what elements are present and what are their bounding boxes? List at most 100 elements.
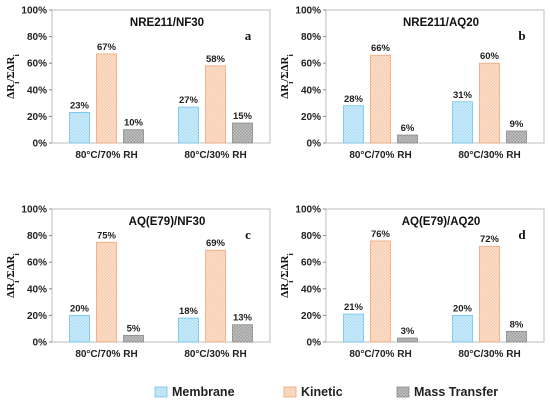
chart-panel-c: 0% 20% 40% 60% 80% 100% ΔRi/ΣΔRi AQ(E79)/NF30 c 2… <box>5 205 271 360</box>
x-category-label: 80°C/70% RH <box>75 150 137 161</box>
data-label: 20% <box>453 303 473 314</box>
y-tick-label: 100% <box>295 6 321 17</box>
panel-title: AQ(E79)/NF30 <box>129 216 206 228</box>
y-axis-label: ΔRi/ΣΔRi <box>279 54 295 99</box>
y-tick-label: 20% <box>27 311 47 322</box>
bar-membrane <box>452 101 473 144</box>
data-label: 67% <box>97 42 117 53</box>
data-label: 6% <box>401 123 415 134</box>
y-tick-label: 80% <box>301 231 321 242</box>
bar-kinetic <box>479 62 500 144</box>
y-tick-label: 40% <box>301 85 321 96</box>
x-category-label: 80°C/30% RH <box>458 349 520 360</box>
bar-membrane <box>178 106 199 144</box>
x-category-label: 80°C/70% RH <box>349 349 411 360</box>
y-tick-label: 100% <box>21 205 47 216</box>
x-category-label: 80°C/30% RH <box>184 150 246 161</box>
x-category-label: 80°C/70% RH <box>349 150 411 161</box>
legend: Membrane Kinetic Mass Transfer <box>154 385 498 399</box>
bar-kinetic <box>370 240 391 343</box>
y-tick-label: 60% <box>301 59 321 70</box>
y-tick-label: 60% <box>27 258 47 269</box>
y-tick-label: 40% <box>27 85 47 96</box>
data-label: 69% <box>206 238 226 249</box>
data-label: 27% <box>179 95 199 106</box>
bar-membrane <box>69 112 90 144</box>
y-tick-label: 0% <box>307 338 322 349</box>
panel-label: b <box>518 28 525 43</box>
bar-kinetic <box>96 241 117 343</box>
data-label: 31% <box>453 90 473 101</box>
y-tick-label: 40% <box>27 284 47 295</box>
y-tick-label: 20% <box>301 112 321 123</box>
bar-membrane <box>69 314 90 343</box>
data-label: 66% <box>371 43 391 54</box>
data-label: 58% <box>206 54 226 65</box>
data-label: 8% <box>510 319 524 330</box>
panel-label: c <box>245 227 251 242</box>
chart-panel-b: 0% 20% 40% 60% 80% 100% ΔRi/ΣΔRi NRE211/AQ20 b 28… <box>279 6 545 161</box>
bar-mass-transfer <box>397 134 418 144</box>
bar-mass-transfer <box>232 122 253 144</box>
y-tick-label: 80% <box>27 231 47 242</box>
x-category-label: 80°C/70% RH <box>75 349 137 360</box>
y-tick-label: 100% <box>21 6 47 17</box>
legend-label-kinetic: Kinetic <box>301 385 343 399</box>
bar-kinetic <box>370 54 391 144</box>
y-axis-label: ΔRi/ΣΔRi <box>5 54 21 99</box>
y-tick-label: 80% <box>301 32 321 43</box>
bar-kinetic <box>205 249 226 343</box>
bar-mass-transfer <box>123 334 144 343</box>
data-label: 75% <box>97 230 117 241</box>
data-label: 3% <box>401 326 415 337</box>
legend-swatch-kinetic <box>283 386 297 398</box>
data-label: 72% <box>480 234 500 245</box>
y-tick-label: 60% <box>301 258 321 269</box>
chart-panel-a: 0% 20% 40% 60% 80% 100% ΔRi/ΣΔRi NRE211/NF30 a 23… <box>5 6 271 161</box>
y-tick-label: 20% <box>27 112 47 123</box>
panel-title: AQ(E79)/AQ20 <box>402 216 481 228</box>
bar-membrane <box>343 313 364 343</box>
bar-mass-transfer <box>232 324 253 343</box>
bar-kinetic <box>205 65 226 144</box>
y-tick-label: 0% <box>33 338 48 349</box>
legend-swatch-membrane <box>154 386 168 398</box>
y-tick-label: 0% <box>33 139 48 150</box>
y-tick-label: 20% <box>301 311 321 322</box>
data-label: 9% <box>510 119 524 130</box>
y-axis-label: ΔRi/ΣΔRi <box>5 253 21 298</box>
panel-title: NRE211/NF30 <box>130 17 204 29</box>
legend-label-membrane: Membrane <box>172 385 235 399</box>
y-tick-label: 60% <box>27 59 47 70</box>
x-category-label: 80°C/30% RH <box>458 150 520 161</box>
bar-mass-transfer <box>123 129 144 144</box>
legend-swatch-mass-transfer <box>396 386 410 398</box>
bar-kinetic <box>479 245 500 343</box>
data-label: 10% <box>124 118 144 129</box>
bar-membrane <box>178 317 199 343</box>
y-tick-label: 0% <box>307 139 322 150</box>
data-label: 13% <box>233 313 253 324</box>
data-label: 21% <box>344 302 364 313</box>
x-category-label: 80°C/30% RH <box>184 349 246 360</box>
data-label: 76% <box>371 229 391 240</box>
data-label: 18% <box>179 306 199 317</box>
data-label: 60% <box>480 51 500 62</box>
chart-panel-d: 0% 20% 40% 60% 80% 100% ΔRi/ΣΔRi AQ(E79)/AQ20 d 2… <box>279 205 545 360</box>
bar-membrane <box>452 314 473 343</box>
data-label: 5% <box>127 323 141 334</box>
data-label: 20% <box>70 303 90 314</box>
y-tick-label: 80% <box>27 32 47 43</box>
legend-label-mass-transfer: Mass Transfer <box>414 385 498 399</box>
bar-mass-transfer <box>397 337 418 343</box>
bar-membrane <box>343 105 364 144</box>
bar-kinetic <box>96 53 117 144</box>
y-axis-label: ΔRi/ΣΔRi <box>279 253 295 298</box>
y-tick-label: 40% <box>301 284 321 295</box>
bar-mass-transfer <box>506 130 527 144</box>
panel-title: NRE211/AQ20 <box>403 17 479 29</box>
data-label: 28% <box>344 94 364 105</box>
data-label: 15% <box>233 111 253 122</box>
data-label: 23% <box>70 100 90 111</box>
